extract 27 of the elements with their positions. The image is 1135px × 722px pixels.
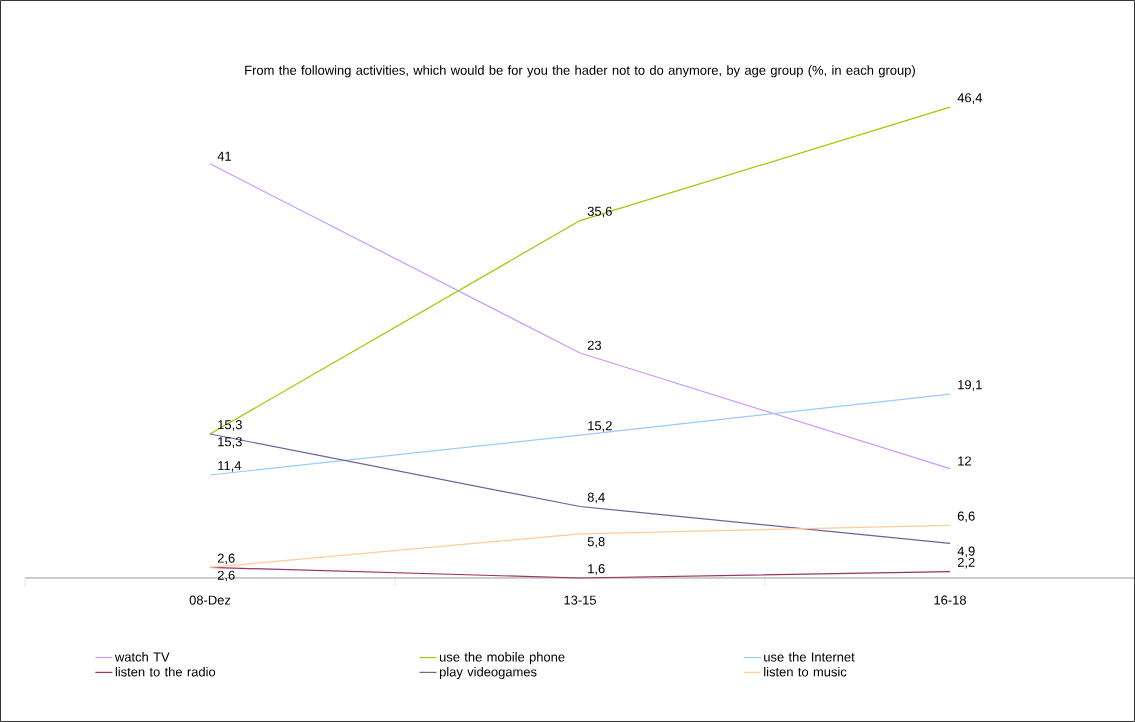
chart-title: From the following activities, which would be for you the hader not to do anymore, by age group (%, in each group) [245, 65, 915, 78]
data-label: 4,9 [957, 546, 975, 558]
data-label: 11,4 [218, 461, 242, 472]
data-label: 15,3 [218, 437, 242, 448]
data-label: 19,1 [958, 380, 982, 391]
x-tick-label: 08-Dez [189, 595, 231, 605]
x-tick-label: 16-18 [934, 595, 966, 605]
data-label: 46,4 [957, 93, 983, 104]
data-label: 2,2 [957, 557, 975, 569]
legend-label: use the Internet [764, 652, 855, 662]
data-label: 23 [587, 340, 602, 350]
data-label: 41 [217, 151, 231, 161]
data-label: 6,6 [957, 511, 975, 523]
data-label: 12 [958, 456, 971, 466]
x-tick-label: 13-15 [564, 595, 597, 605]
data-label: 1,6 [588, 564, 605, 575]
data-label: 2,6 [217, 553, 235, 565]
legend-label: listen to the radio [115, 666, 216, 677]
legend-label: use the mobile phone [439, 652, 565, 665]
legend-label: listen to music [764, 666, 847, 677]
data-label: 8,4 [587, 492, 605, 504]
data-label: 35,6 [587, 206, 612, 218]
data-label: 2,6 [217, 570, 235, 582]
data-label: 15,2 [588, 421, 612, 432]
legend-label: play videogames [439, 666, 537, 680]
legend-label: watch TV [114, 652, 170, 662]
data-label: 5,8 [587, 537, 605, 548]
